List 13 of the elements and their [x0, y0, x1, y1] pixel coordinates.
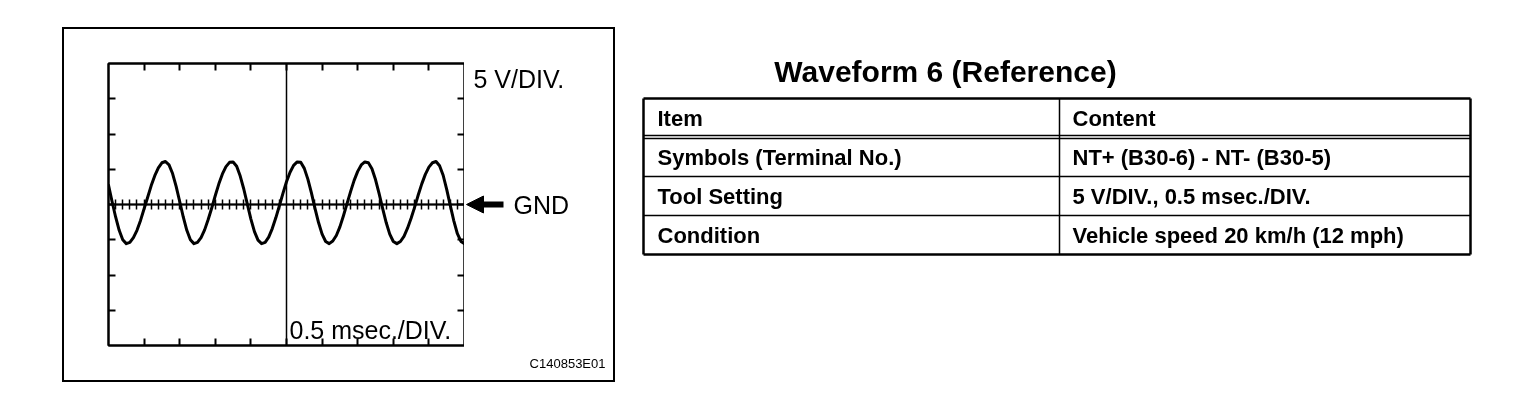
text: Tool Setting	[657, 183, 783, 209]
text: Condition	[657, 222, 761, 248]
text: C140853E01	[529, 356, 606, 371]
text: NT+ (B30-6) - NT- (B30-5)	[1072, 144, 1332, 170]
text: 5 V/DIV., 0.5 msec./DIV.	[1072, 183, 1311, 209]
text: Item	[657, 105, 703, 131]
ref-line-label: GND	[513, 190, 570, 219]
text: Waveform 6 (Reference)	[774, 55, 1117, 88]
x-axis-title: 0.5 msec./DIV.	[289, 315, 452, 344]
text: Symbols (Terminal No.)	[657, 144, 902, 170]
text: Content	[1072, 105, 1157, 131]
text: Vehicle speed 20 km/h (12 mph)	[1072, 222, 1404, 248]
y-axis-title: 5 V/DIV.	[473, 64, 565, 93]
